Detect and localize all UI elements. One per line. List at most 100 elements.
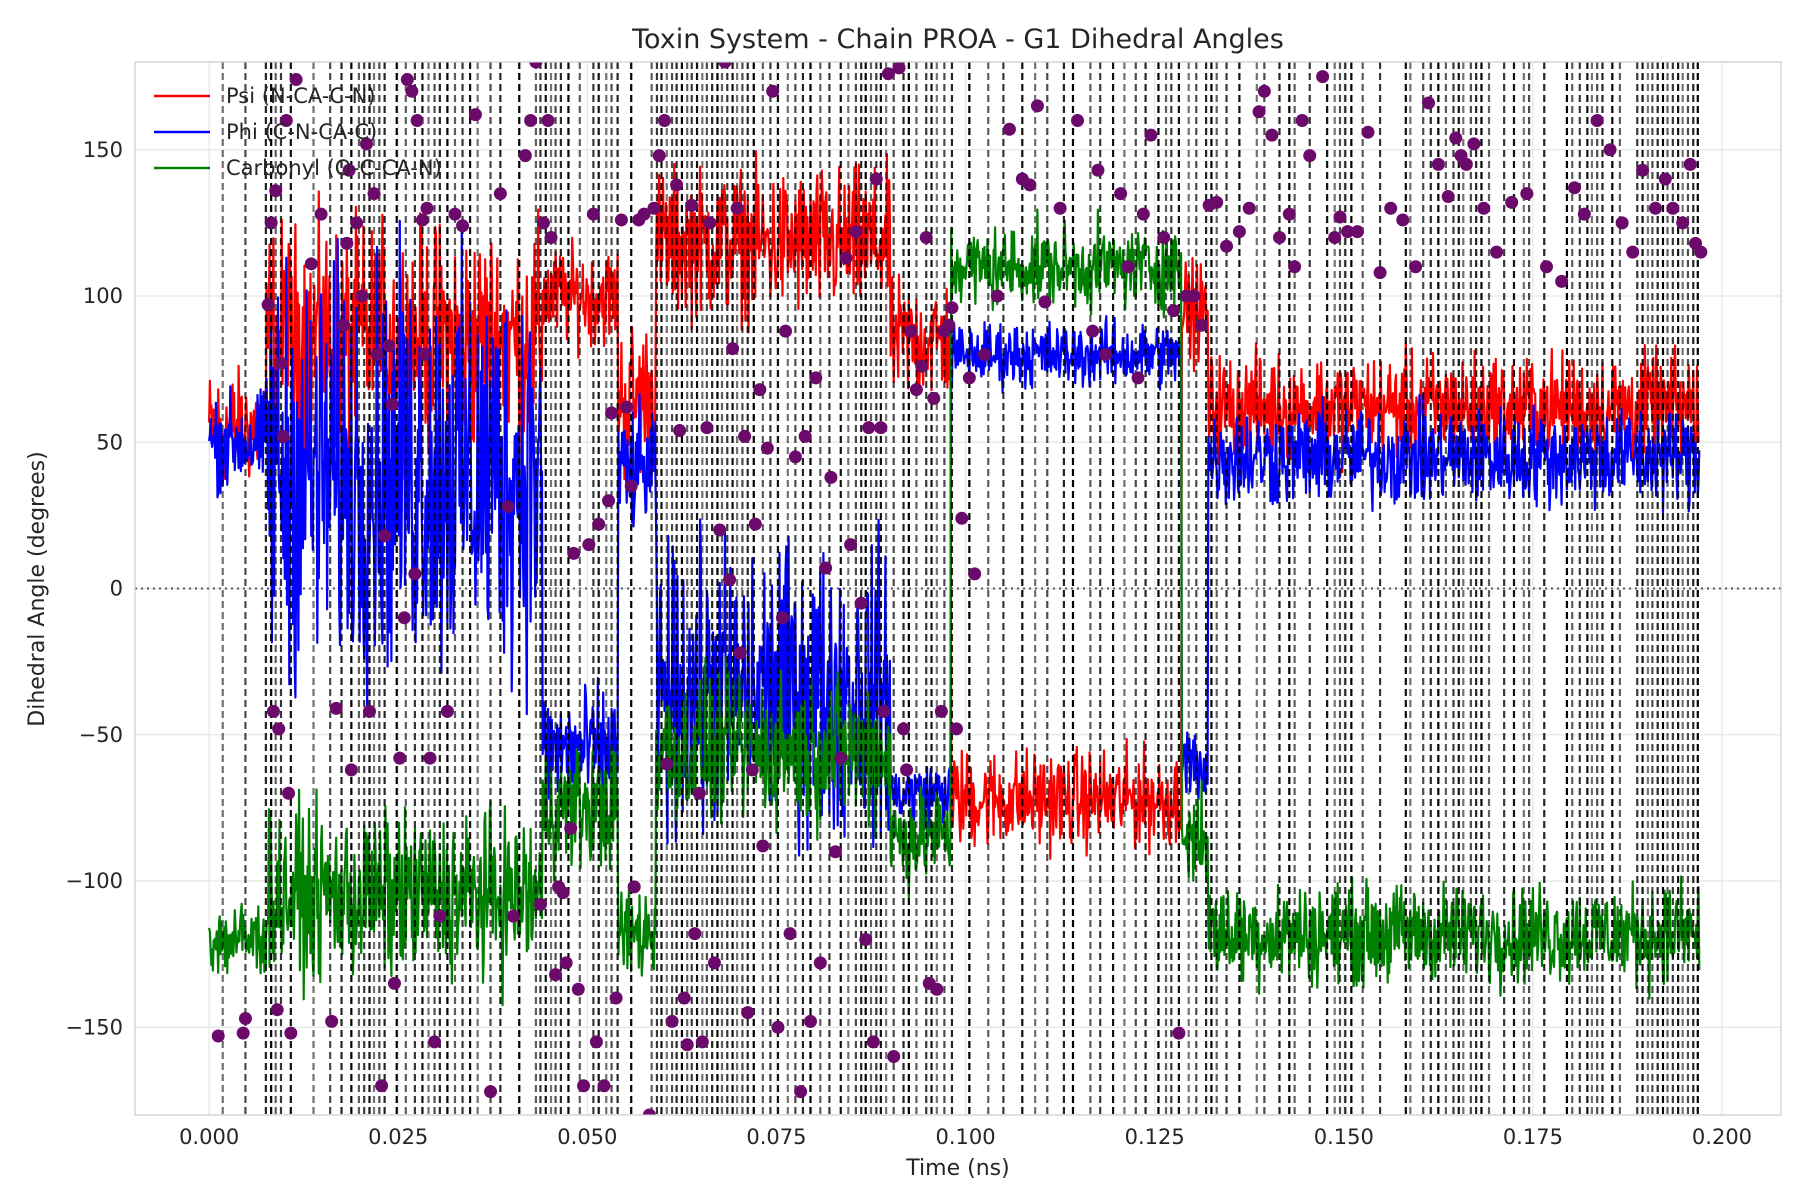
transition-point (627, 880, 641, 894)
transition-point (1350, 225, 1364, 239)
transition-point (609, 991, 623, 1005)
transition-point (1038, 295, 1052, 309)
transition-point (1477, 201, 1491, 215)
transition-point (1567, 181, 1581, 195)
transition-point (1157, 231, 1171, 244)
transition-point (400, 73, 414, 87)
transition-point (713, 523, 727, 537)
transition-point (375, 1079, 389, 1093)
transition-point (934, 704, 948, 718)
transition-point (1626, 245, 1640, 259)
transition-point (1252, 105, 1266, 119)
transition-point (1172, 1026, 1186, 1040)
transition-point (420, 201, 434, 215)
transition-point (423, 751, 437, 765)
transition-point (1288, 260, 1302, 274)
transition-point (1666, 201, 1680, 215)
transition-point (1316, 70, 1330, 84)
x-tick-label: 0.075 (746, 1125, 806, 1149)
transition-point (433, 909, 447, 923)
transition-point (582, 538, 596, 552)
transition-point (945, 301, 959, 315)
plot-area (208, 62, 1708, 1115)
transition-point (794, 1085, 808, 1099)
transition-point (428, 1035, 442, 1049)
transition-point (211, 1029, 225, 1043)
transition-point (261, 298, 275, 312)
transition-point (866, 1035, 880, 1049)
transition-point (703, 216, 717, 230)
transition-point (776, 611, 790, 625)
transition-point (408, 567, 422, 581)
transition-point (586, 207, 600, 221)
transition-point (1694, 245, 1708, 259)
transition-point (862, 421, 876, 435)
transition-point (723, 573, 737, 587)
transition-point (344, 763, 358, 777)
transition-point (1636, 163, 1650, 177)
transition-point (745, 763, 759, 777)
transition-point (387, 976, 401, 990)
transition-point (456, 219, 470, 233)
transition-point (1615, 216, 1629, 230)
transition-point (355, 289, 369, 303)
transition-point (279, 114, 293, 127)
transition-point (397, 611, 411, 625)
transition-point (1187, 289, 1201, 303)
transition-point (533, 897, 547, 911)
transition-point (670, 178, 684, 192)
x-tick-label: 0.050 (557, 1125, 617, 1149)
transition-point (783, 927, 797, 941)
x-tick-label: 0.025 (368, 1125, 428, 1149)
transition-point (904, 324, 918, 338)
transition-point (738, 429, 752, 443)
transition-point (753, 383, 767, 397)
transition-point (329, 701, 343, 715)
transition-point (990, 289, 1004, 303)
legend: Psi (N-CA-C-N) Phi (C-N-CA-C) Carbonyl (O-… (154, 84, 442, 180)
transition-point (393, 751, 407, 765)
transition-point (1431, 157, 1445, 171)
transition-point (350, 216, 364, 230)
transition-point (1373, 266, 1387, 280)
transition-point (1210, 195, 1224, 209)
transition-point (915, 359, 929, 373)
transition-point (559, 956, 573, 970)
transition-point (1441, 190, 1455, 204)
transition-point (962, 371, 976, 385)
transition-point (589, 1035, 603, 1049)
transition-point (927, 391, 941, 405)
transition-point (1257, 84, 1271, 98)
transition-point (620, 400, 634, 414)
transition-point (839, 251, 853, 265)
transition-point (798, 429, 812, 443)
transition-point (909, 383, 923, 397)
transition-point (284, 1026, 298, 1040)
transition-point (571, 982, 585, 996)
y-tick-label: 100 (83, 284, 123, 308)
transition-point (1091, 163, 1105, 177)
transition-point (1333, 210, 1347, 224)
transition-point (564, 821, 578, 835)
transition-point (536, 216, 550, 230)
x-tick-label: 0.100 (936, 1125, 996, 1149)
transition-point (506, 909, 520, 923)
transition-point (270, 1003, 284, 1017)
transition-point (673, 424, 687, 438)
y-axis-title: Dihedral Angle (degrees) (25, 451, 50, 726)
transition-point (1555, 274, 1569, 288)
transition-point (269, 184, 283, 198)
transition-point (1505, 195, 1519, 209)
transition-point (887, 1050, 901, 1063)
transition-point (1459, 157, 1473, 171)
transition-point (849, 225, 863, 239)
transition-point (700, 421, 714, 435)
transition-point (1361, 125, 1375, 139)
tick-labels: −150 −100 −50 0 50 100 150 0.000 0.025 0.050 0.075… (65, 138, 1752, 1149)
y-tick-label: 50 (96, 430, 123, 454)
transition-point (440, 704, 454, 718)
legend-label: Carbonyl (O-C-CA-N) (226, 156, 442, 180)
transition-point (605, 406, 619, 420)
transition-point (949, 722, 963, 736)
